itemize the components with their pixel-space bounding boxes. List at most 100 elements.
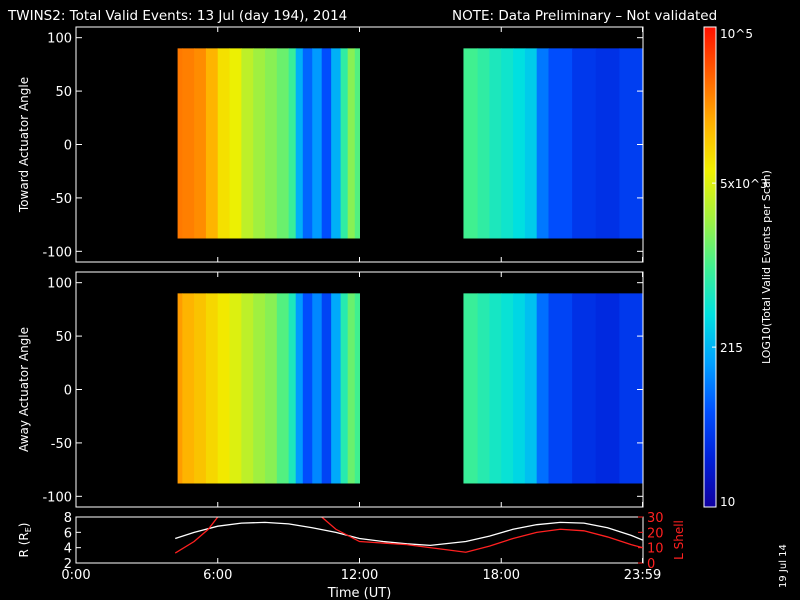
- heatmap-cell: [347, 48, 356, 239]
- heatmap-cell: [253, 48, 266, 239]
- heatmap-cell: [331, 48, 342, 239]
- y-tick-label: -50: [51, 192, 72, 207]
- heatmap-cell: [217, 48, 231, 239]
- heatmap-cell: [295, 48, 304, 239]
- heatmap-cell: [572, 48, 597, 239]
- colorbar-tick-label: 10: [720, 495, 735, 509]
- x-tick-label: 6:00: [203, 568, 232, 583]
- colorbar-tick-label: 5x10^3: [720, 177, 768, 191]
- figure-title: TWINS2: Total Valid Events: 13 Jul (day …: [7, 8, 347, 24]
- y-tick-label: 0: [64, 139, 72, 154]
- y-tick-label: -100: [42, 490, 72, 505]
- heatmap-cell: [177, 48, 183, 239]
- heatmap-cell: [182, 293, 195, 484]
- y2-tick-label: 0: [647, 557, 655, 572]
- heatmap-cell: [501, 293, 514, 484]
- y2-axis-label: L Shell: [672, 520, 686, 560]
- heatmap-cell: [194, 293, 207, 484]
- heatmap-cell: [295, 293, 304, 484]
- heatmap-cell: [536, 293, 549, 484]
- heatmap-cell: [205, 293, 219, 484]
- heatmap-cell: [536, 48, 549, 239]
- heatmap-cell: [288, 293, 297, 484]
- heatmap-cell: [524, 293, 538, 484]
- heatmap-cell: [513, 48, 526, 239]
- y-tick-label: 6: [64, 526, 72, 541]
- side-date-stamp: 19 Jul 14: [778, 544, 789, 588]
- heatmap-cell: [501, 48, 514, 239]
- y-tick-label: -50: [51, 437, 72, 452]
- heatmap-cell: [288, 48, 297, 239]
- heatmap-cell: [229, 48, 242, 239]
- x-tick-label: 12:00: [341, 568, 378, 583]
- colorbar-gradient: [703, 26, 717, 508]
- heatmap-cell: [548, 48, 573, 239]
- y-tick-label: -100: [42, 245, 72, 260]
- heatmap-cell: [524, 48, 538, 239]
- y2-tick-label: 20: [647, 526, 664, 541]
- l-shell-line: [321, 517, 643, 553]
- y-axis-label: Away Actuator Angle: [17, 327, 31, 452]
- y-axis-label: Toward Actuator Angle: [17, 77, 31, 213]
- y-tick-label: 100: [47, 277, 72, 292]
- y-tick-label: 0: [64, 384, 72, 399]
- heatmap-cell: [513, 293, 526, 484]
- x-tick-label: 23:59: [624, 568, 661, 583]
- heatmap-cell: [321, 293, 332, 484]
- y-tick-label: 50: [55, 330, 72, 345]
- y-tick-label: 100: [47, 32, 72, 47]
- y2-tick-label: 10: [647, 542, 664, 557]
- heatmap-cell: [548, 293, 573, 484]
- heatmap-cell: [194, 48, 207, 239]
- heatmap-cell: [312, 293, 323, 484]
- colorbar: 10^5 5x10^3 215 10 LOG10(Total Valid Events …: [703, 26, 773, 509]
- heatmap-cell: [177, 293, 183, 484]
- heatmap-cell: [640, 48, 644, 239]
- heatmap-cell: [347, 293, 356, 484]
- heatmap-cell: [595, 293, 620, 484]
- heatmap-cell: [595, 48, 620, 239]
- x-tick-label: 0:00: [61, 568, 90, 583]
- heatmap-cell: [619, 48, 642, 239]
- l-shell-line: [174, 517, 219, 554]
- heatmap-cell: [489, 293, 502, 484]
- heatmap-cell: [477, 293, 490, 484]
- heatmap-cell: [276, 293, 290, 484]
- heatmap-cell: [477, 48, 490, 239]
- x-tick-label: 18:00: [483, 568, 520, 583]
- colorbar-tick-label: 10^5: [720, 27, 753, 41]
- radius-line: [175, 521, 643, 547]
- heatmap-cell: [489, 48, 502, 239]
- heatmap-cell: [229, 293, 242, 484]
- heatmap-cell: [463, 293, 479, 484]
- y-axis-label: R (RE): [17, 523, 33, 558]
- away-actuator-panel: 100 50 0 -50 -100 Away Actuator Angle: [17, 271, 644, 508]
- y-tick-label: 2: [64, 557, 72, 572]
- heatmap-cell: [217, 293, 231, 484]
- heatmap-cell: [354, 48, 360, 239]
- heatmap-cell: [241, 293, 254, 484]
- heatmap-cell: [302, 293, 313, 484]
- colorbar-tick-label: 215: [720, 341, 743, 355]
- toward-actuator-panel: 100 50 0 -50 -100 Toward Actuator Angle: [17, 26, 644, 263]
- colorbar-label: LOG10(Total Valid Events per Scan): [760, 170, 773, 364]
- y-tick-label: 4: [64, 542, 72, 557]
- heatmap-cell: [276, 48, 290, 239]
- y2-tick-label: 30: [647, 511, 664, 526]
- heatmap-cell: [312, 48, 323, 239]
- y-tick-label: 8: [64, 511, 72, 526]
- preliminary-note: NOTE: Data Preliminary – Not validated: [452, 8, 717, 24]
- heatmap-cell: [302, 48, 313, 239]
- x-axis-label: Time (UT): [327, 586, 392, 600]
- heatmap-cell: [182, 48, 195, 239]
- heatmap-cell: [265, 293, 278, 484]
- heatmap-cell: [640, 293, 644, 484]
- heatmap-cell: [354, 293, 360, 484]
- heatmap-cell: [241, 48, 254, 239]
- heatmap-cell: [253, 293, 266, 484]
- heatmap-cell: [205, 48, 219, 239]
- heatmap-cell: [340, 48, 349, 239]
- heatmap-cell: [463, 48, 479, 239]
